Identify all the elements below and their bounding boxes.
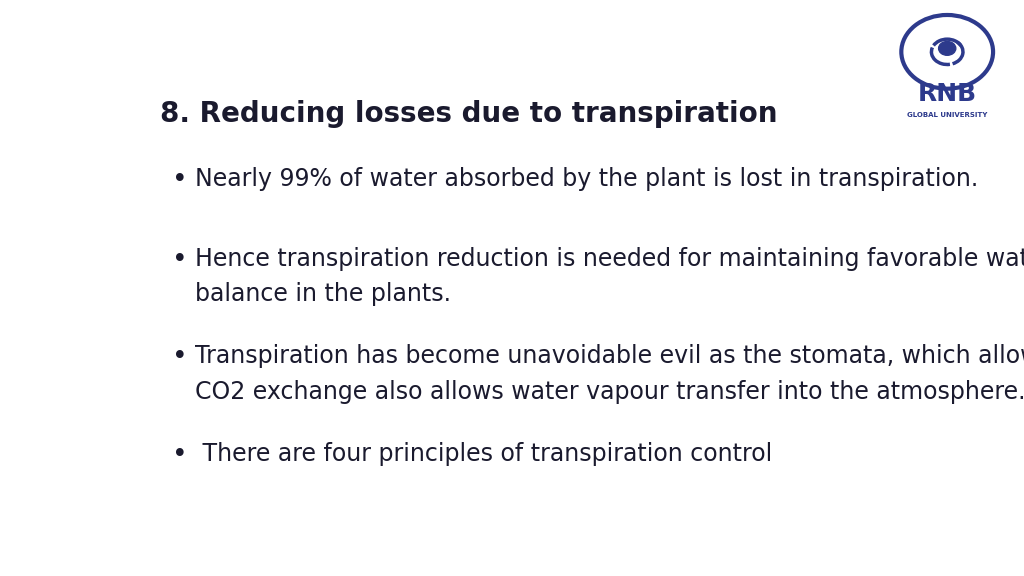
Text: Nearly 99% of water absorbed by the plant is lost in transpiration.: Nearly 99% of water absorbed by the plan…	[196, 166, 979, 191]
Text: Rainfed Agriculture & Watershed Management: Rainfed Agriculture & Watershed Manageme…	[20, 545, 494, 563]
Text: Hence transpiration reduction is needed for maintaining favorable water
balance : Hence transpiration reduction is needed …	[196, 247, 1024, 306]
Text: Mr. Anil Swami: Mr. Anil Swami	[855, 545, 1004, 563]
Text: •: •	[172, 344, 187, 370]
Text: There are four principles of transpiration control: There are four principles of transpirati…	[196, 442, 773, 465]
Text: •: •	[172, 166, 187, 193]
Text: •: •	[172, 247, 187, 272]
Circle shape	[939, 41, 955, 55]
Text: RNB: RNB	[918, 82, 977, 107]
Text: GLOBAL UNIVERSITY: GLOBAL UNIVERSITY	[907, 112, 987, 118]
Text: Transpiration has become unavoidable evil as the stomata, which allow
CO2 exchan: Transpiration has become unavoidable evi…	[196, 344, 1024, 404]
Text: •: •	[172, 442, 187, 468]
Text: 8. Reducing losses due to transpiration: 8. Reducing losses due to transpiration	[160, 100, 777, 128]
